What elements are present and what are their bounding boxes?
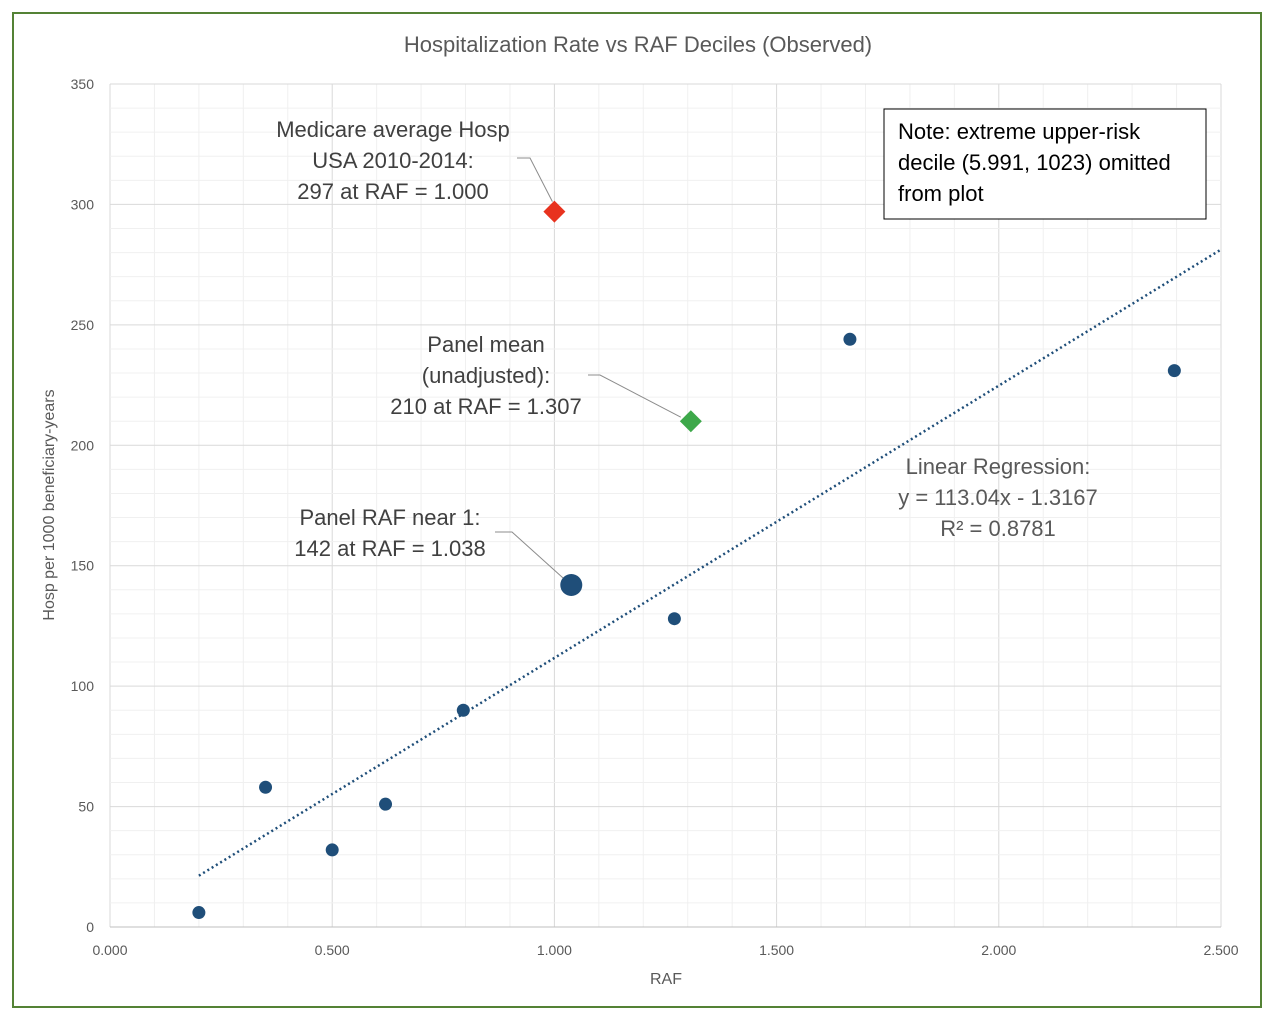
y-tick-label: 100 (71, 678, 95, 694)
trendline-layer (198, 248, 1222, 877)
annotations: Linear Regression: y = 113.04x - 1.3167 R²… (276, 117, 1098, 561)
note-line: Note: extreme upper-risk (898, 119, 1141, 144)
data-point (325, 843, 339, 857)
leader-line-panel-mean (588, 374, 682, 418)
medicare-label-line: USA 2010-2014: (312, 148, 473, 173)
data-point (456, 703, 470, 717)
x-tick-label: 1.000 (537, 942, 572, 958)
panel-mean-label-line: Panel mean (427, 332, 544, 357)
chart-title: Hospitalization Rate vs RAF Deciles (Obs… (404, 32, 872, 57)
data-point (667, 612, 681, 626)
regression-label-line: R² = 0.8781 (940, 516, 1056, 541)
note-line: decile (5.991, 1023) omitted (898, 150, 1171, 175)
note-line: from plot (898, 181, 984, 206)
y-tick-label: 0 (86, 919, 94, 935)
x-tick-label: 1.500 (759, 942, 794, 958)
x-tick-labels: 0.000 0.500 1.000 1.500 2.000 2.500 (92, 942, 1238, 958)
note-box-border (883, 108, 1207, 220)
data-point (192, 906, 206, 920)
panel-raf-label-line: 142 at RAF = 1.038 (294, 536, 485, 561)
panel-raf-label-line: Panel RAF near 1: (300, 505, 481, 530)
x-tick-label: 2.000 (981, 942, 1016, 958)
leader-line-panel-raf (495, 531, 566, 581)
data-point (379, 797, 393, 811)
regression-label-line: Linear Regression: (906, 454, 1091, 479)
leader-line-medicare (517, 157, 553, 202)
y-tick-label: 50 (78, 799, 94, 815)
y-tick-label: 300 (71, 196, 95, 212)
medicare-label-line: Medicare average Hosp (276, 117, 510, 142)
data-point (843, 332, 857, 346)
trendline (198, 248, 1222, 877)
panel-mean-label-line: 210 at RAF = 1.307 (390, 394, 581, 419)
grid (109, 83, 1222, 928)
x-tick-label: 2.500 (1203, 942, 1238, 958)
x-axis-label: RAF (650, 971, 682, 988)
data-point (1167, 364, 1181, 378)
panel-raf-near-1-point (560, 573, 583, 596)
data-points (192, 200, 1181, 920)
y-tick-label: 350 (71, 76, 95, 92)
panel-mean-label-line: (unadjusted): (422, 363, 550, 388)
y-axis-label: Hosp per 1000 beneficiary-years (41, 389, 58, 620)
y-tick-label: 200 (71, 437, 95, 453)
y-tick-label: 150 (71, 558, 95, 574)
medicare-average-point (543, 200, 566, 223)
note-box: Note: extreme upper-risk decile (5.991, 1… (883, 108, 1207, 220)
annotation-leaders (495, 157, 682, 581)
x-tick-label: 0.000 (92, 942, 127, 958)
panel-mean-point (679, 410, 702, 433)
y-tick-labels: 0 50 100 150 200 250 300 350 (71, 76, 95, 935)
medicare-label-line: 297 at RAF = 1.000 (297, 179, 488, 204)
y-tick-label: 250 (71, 317, 95, 333)
regression-label-line: y = 113.04x - 1.3167 (898, 485, 1098, 510)
data-point (259, 780, 273, 794)
x-tick-label: 0.500 (315, 942, 350, 958)
